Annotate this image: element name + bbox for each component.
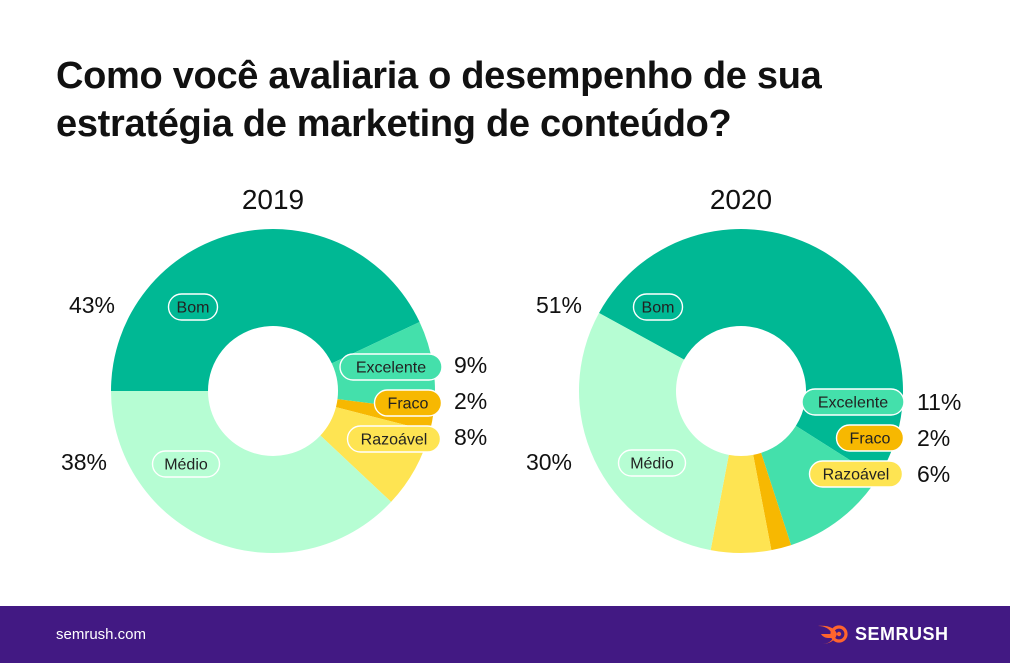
donut-chart-2020: 2020 Bom Excelente Fraco Razoável Médio 51% 11%… bbox=[526, 184, 961, 554]
label-pill-fraco: Fraco bbox=[835, 424, 905, 452]
slice-fraco bbox=[753, 452, 792, 551]
slice-medio bbox=[579, 312, 729, 551]
label-pill-excelente: Excelente bbox=[339, 353, 443, 381]
title-line-2: estratégia de marketing de conteúdo? bbox=[56, 103, 732, 145]
slice-medio bbox=[111, 391, 392, 553]
label-pill-bg bbox=[632, 293, 684, 321]
label-pill-bg bbox=[339, 353, 443, 381]
value-label-excelente: 9% bbox=[454, 352, 487, 378]
slice-label-excelente: Excelente bbox=[818, 395, 888, 412]
title-line-1: Como você avaliaria o desempenho de sua bbox=[56, 55, 822, 97]
slice-label-razoavel: Razoável bbox=[823, 467, 890, 484]
brand-logo: SEMRUSH bbox=[815, 623, 949, 645]
label-pill-bg bbox=[801, 388, 905, 416]
semrush-fire-icon bbox=[818, 625, 848, 644]
label-pill-bg bbox=[373, 389, 443, 417]
slice-bom bbox=[111, 229, 420, 391]
brand-name: SEMRUSH bbox=[855, 623, 949, 644]
slice-label-razoavel: Razoável bbox=[361, 432, 428, 449]
label-pill-razoavel: Razoável bbox=[346, 425, 442, 453]
slice-label-medio: Médio bbox=[164, 457, 208, 474]
value-label-medio: 38% bbox=[61, 449, 107, 475]
slice-label-fraco: Fraco bbox=[388, 396, 429, 413]
footer-site-link[interactable]: semrush.com bbox=[56, 626, 147, 643]
label-pill-bg bbox=[167, 293, 219, 321]
label-pill-bg bbox=[346, 425, 442, 453]
label-pill-bg bbox=[808, 460, 904, 488]
slice-razoavel bbox=[710, 454, 772, 554]
chart-title: Como você avaliaria o desempenho de sua … bbox=[56, 52, 956, 148]
label-pill-excelente: Excelente bbox=[801, 388, 905, 416]
value-label-medio: 30% bbox=[526, 449, 572, 475]
label-pill-medio: Médio bbox=[151, 450, 221, 478]
footer-bar: semrush.com SEMRUSH bbox=[0, 606, 1010, 663]
label-pill-medio: Médio bbox=[617, 449, 687, 477]
slice-label-bom: Bom bbox=[642, 300, 675, 317]
chart-year-title: 2020 bbox=[710, 184, 772, 215]
label-pill-razoavel: Razoável bbox=[808, 460, 904, 488]
slice-label-excelente: Excelente bbox=[356, 360, 426, 377]
donut-charts: 2019 Bom Excelente Fraco Razoável Médio 43% 9% 2… bbox=[61, 184, 961, 554]
label-pill-bg bbox=[617, 449, 687, 477]
value-label-fraco: 2% bbox=[454, 388, 487, 414]
donut-chart-2019: 2019 Bom Excelente Fraco Razoável Médio 43% 9% 2… bbox=[61, 184, 487, 553]
label-pill-bg bbox=[151, 450, 221, 478]
slice-label-medio: Médio bbox=[630, 456, 674, 473]
label-pill-fraco: Fraco bbox=[373, 389, 443, 417]
label-pill-bg bbox=[835, 424, 905, 452]
value-label-excelente: 11% bbox=[917, 389, 961, 415]
slice-label-fraco: Fraco bbox=[850, 431, 891, 448]
slice-label-bom: Bom bbox=[177, 300, 210, 317]
value-label-bom: 43% bbox=[69, 292, 115, 318]
value-label-razoavel: 6% bbox=[917, 461, 950, 487]
label-pill-bom: Bom bbox=[167, 293, 219, 321]
value-label-fraco: 2% bbox=[917, 425, 950, 451]
value-label-bom: 51% bbox=[536, 292, 582, 318]
label-pill-bom: Bom bbox=[632, 293, 684, 321]
chart-year-title: 2019 bbox=[242, 184, 304, 215]
value-label-razoavel: 8% bbox=[454, 424, 487, 450]
